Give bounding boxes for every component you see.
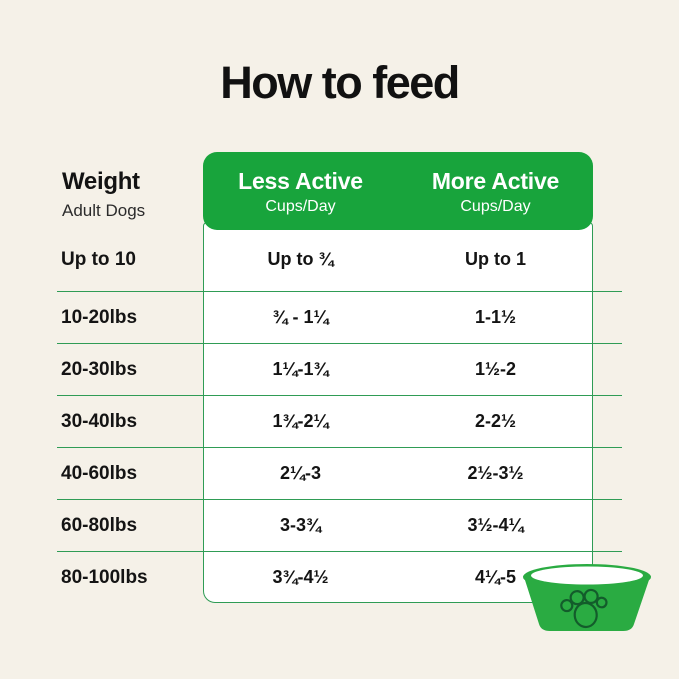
weight-cell: 10-20lbs xyxy=(61,306,138,328)
table-row: 60-80lbs 3-3¾ 3½-4¼ xyxy=(57,500,622,552)
activity-columns-header: Less Active Cups/Day More Active Cups/Da… xyxy=(203,152,593,230)
less-active-sublabel: Cups/Day xyxy=(265,198,336,215)
more-active-cell: 2-2½ xyxy=(474,411,517,431)
weight-cell: 40-60lbs xyxy=(61,462,138,484)
more-active-label: More Active xyxy=(431,168,560,194)
page-title: How to feed xyxy=(220,57,460,108)
paw-print-icon xyxy=(560,588,608,629)
weight-cell: 20-30lbs xyxy=(61,358,138,380)
weight-cell: 80-100lbs xyxy=(61,566,148,588)
feeding-table-rows: Up to 10 Up to ¾ Up to 1 10-20lbs ¾ - 1¼… xyxy=(57,228,622,603)
column-header-less-active: Less Active Cups/Day xyxy=(203,152,398,230)
more-active-cell: 3½-4¼ xyxy=(467,515,524,535)
table-row: 30-40lbs 1¾-2¼ 2-2½ xyxy=(57,396,622,448)
more-active-cell: 1-1½ xyxy=(474,307,517,327)
less-active-cell: Up to ¾ xyxy=(267,249,334,269)
table-row: 20-30lbs 1¼-1¾ 1½-2 xyxy=(57,344,622,396)
feeding-table-panel xyxy=(203,222,593,603)
less-active-cell: 2¼-3 xyxy=(279,463,322,483)
less-active-cell: 1¼-1¾ xyxy=(272,359,329,379)
weight-cell: 30-40lbs xyxy=(61,410,138,432)
more-active-cell: Up to 1 xyxy=(465,249,526,269)
table-row: 80-100lbs 3¾-4½ 4¼-5 xyxy=(57,552,622,603)
weight-cell: 60-80lbs xyxy=(61,514,138,536)
more-active-cell: 1½-2 xyxy=(474,359,517,379)
column-header-more-active: More Active Cups/Day xyxy=(398,152,593,230)
dog-bowl-icon xyxy=(523,564,651,631)
table-row: 40-60lbs 2¼-3 2½-3½ xyxy=(57,448,622,500)
weight-column-header: Weight Adult Dogs xyxy=(62,168,145,221)
less-active-cell: 3-3¾ xyxy=(279,515,322,535)
more-active-sublabel: Cups/Day xyxy=(460,198,531,215)
weight-header-subtitle: Adult Dogs xyxy=(62,201,146,220)
table-row: 10-20lbs ¾ - 1¼ 1-1½ xyxy=(57,292,622,344)
more-active-cell: 4¼-5 xyxy=(474,567,517,587)
less-active-label: Less Active xyxy=(238,168,363,194)
table-row: Up to 10 Up to ¾ Up to 1 xyxy=(57,228,622,292)
weight-header-title: Weight xyxy=(62,168,140,195)
weight-cell: Up to 10 xyxy=(61,248,136,270)
less-active-cell: 3¾-4½ xyxy=(272,567,329,587)
less-active-cell: 1¾-2¼ xyxy=(272,411,329,431)
less-active-cell: ¾ - 1¼ xyxy=(272,307,329,327)
more-active-cell: 2½-3½ xyxy=(467,463,524,483)
